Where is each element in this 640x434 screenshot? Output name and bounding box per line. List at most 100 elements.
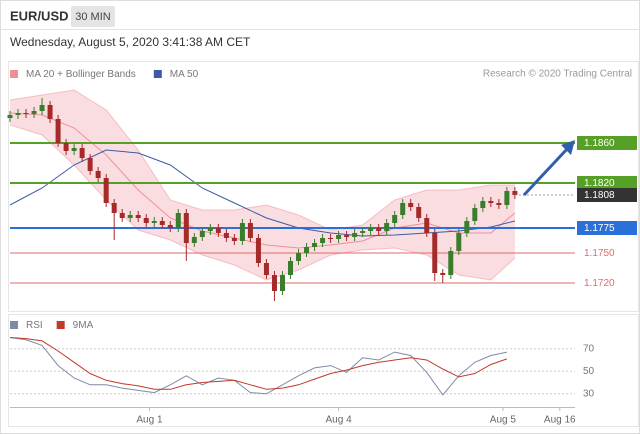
level-label: 1.1720 xyxy=(584,278,615,289)
plot-layer: MA 20 + Bollinger Bands MA 50 1.1860 1.1820… xyxy=(7,69,637,426)
level-label-box xyxy=(577,176,637,190)
candle-body xyxy=(376,228,382,231)
legend-label: MA 20 + Bollinger Bands xyxy=(26,69,136,80)
candle-body xyxy=(23,113,29,114)
price-panel xyxy=(8,61,639,312)
bollinger-lower xyxy=(9,124,516,281)
candle-body xyxy=(384,223,390,231)
candle-body xyxy=(304,247,310,253)
legend-swatch xyxy=(10,70,18,78)
x-tick-label: Aug 4 xyxy=(326,415,353,426)
legend-label: MA 50 xyxy=(170,69,199,80)
candle-body xyxy=(31,111,37,114)
candle-body xyxy=(392,215,398,223)
candle-body xyxy=(368,228,374,231)
x-tick-label: Aug 16 xyxy=(544,415,576,426)
candle-body xyxy=(472,208,478,221)
candle-body xyxy=(167,225,173,228)
candle-body xyxy=(7,115,13,118)
ma20-line xyxy=(9,112,516,249)
candle-body xyxy=(312,243,318,247)
candle-body xyxy=(215,228,221,233)
x-tick-label: Aug 5 xyxy=(490,415,517,426)
timeframe-box xyxy=(71,6,115,27)
legend-swatch xyxy=(56,321,65,329)
rsi-line xyxy=(9,337,508,396)
symbol: EUR/USD xyxy=(10,8,69,23)
legend-label: RSI xyxy=(26,320,43,331)
bollinger-fill xyxy=(10,90,515,280)
level-label: 1.1820 xyxy=(584,178,615,189)
y-tick-label: 70 xyxy=(583,343,595,354)
credit: Research © 2020 Trading Central xyxy=(483,69,632,80)
candle-body xyxy=(15,113,21,115)
candle-body xyxy=(408,203,414,207)
candle-body xyxy=(352,233,358,237)
candle-body xyxy=(320,238,326,243)
ma50-line xyxy=(9,149,516,237)
candle-body xyxy=(440,273,446,275)
candle-body xyxy=(103,178,109,203)
candle-body xyxy=(183,213,189,243)
level-label-box xyxy=(577,221,637,235)
candle-body xyxy=(191,237,197,243)
candle-body xyxy=(432,233,438,273)
candle-body xyxy=(247,223,253,238)
rsi-panel xyxy=(8,314,639,427)
candle-body xyxy=(271,275,277,291)
forecast-arrowhead xyxy=(561,140,575,155)
candle-body xyxy=(496,203,502,205)
bollinger-upper xyxy=(9,89,515,231)
level-label: 1.1750 xyxy=(584,248,615,259)
candle-body xyxy=(127,215,133,218)
candle-body xyxy=(448,251,454,275)
candle-body xyxy=(504,191,510,205)
candle-body xyxy=(143,218,149,223)
candle-body xyxy=(207,228,213,231)
candle-body xyxy=(119,213,125,218)
datetime: Wednesday, August 5, 2020 3:41:38 AM CET xyxy=(10,35,251,49)
candle-body xyxy=(400,203,406,215)
candle-body xyxy=(287,261,293,275)
candle-body xyxy=(111,203,117,213)
forecast-arrow xyxy=(522,146,570,197)
candle-body xyxy=(512,191,518,195)
last-price-box xyxy=(577,188,637,202)
candle-body xyxy=(55,119,61,143)
candle-body xyxy=(199,231,205,237)
y-tick-label: 30 xyxy=(583,388,595,399)
level-label: 1.1860 xyxy=(584,138,615,149)
candle-body xyxy=(464,221,470,233)
level-label-box xyxy=(577,136,637,150)
candle-body xyxy=(47,105,53,119)
x-tick-label: Aug 1 xyxy=(136,415,163,426)
candle-body xyxy=(424,218,430,233)
candle-body xyxy=(263,263,269,275)
candle-body xyxy=(39,105,45,111)
rsi-line xyxy=(9,337,508,390)
candle-body xyxy=(151,221,157,223)
candle-body xyxy=(279,275,285,291)
candle-body xyxy=(79,148,85,158)
level-label: 1.1775 xyxy=(584,223,615,234)
candle-body xyxy=(360,231,366,233)
candle-body xyxy=(63,143,69,151)
candle-body xyxy=(336,235,342,239)
candle-body xyxy=(480,201,486,208)
candle-body xyxy=(239,223,245,241)
candle-body xyxy=(328,238,334,239)
candle-body xyxy=(344,235,350,237)
last-price-label: 1.1808 xyxy=(584,190,615,201)
candle-body xyxy=(95,171,101,178)
candle-body xyxy=(488,201,494,203)
candle-body xyxy=(159,221,165,225)
candle-body xyxy=(296,253,302,261)
candle-body xyxy=(255,238,261,263)
candle-body xyxy=(231,238,237,241)
timeframe: 30 MIN xyxy=(75,11,111,23)
candle-body xyxy=(135,215,141,218)
candle-body xyxy=(175,213,181,228)
candle-body xyxy=(71,148,77,151)
